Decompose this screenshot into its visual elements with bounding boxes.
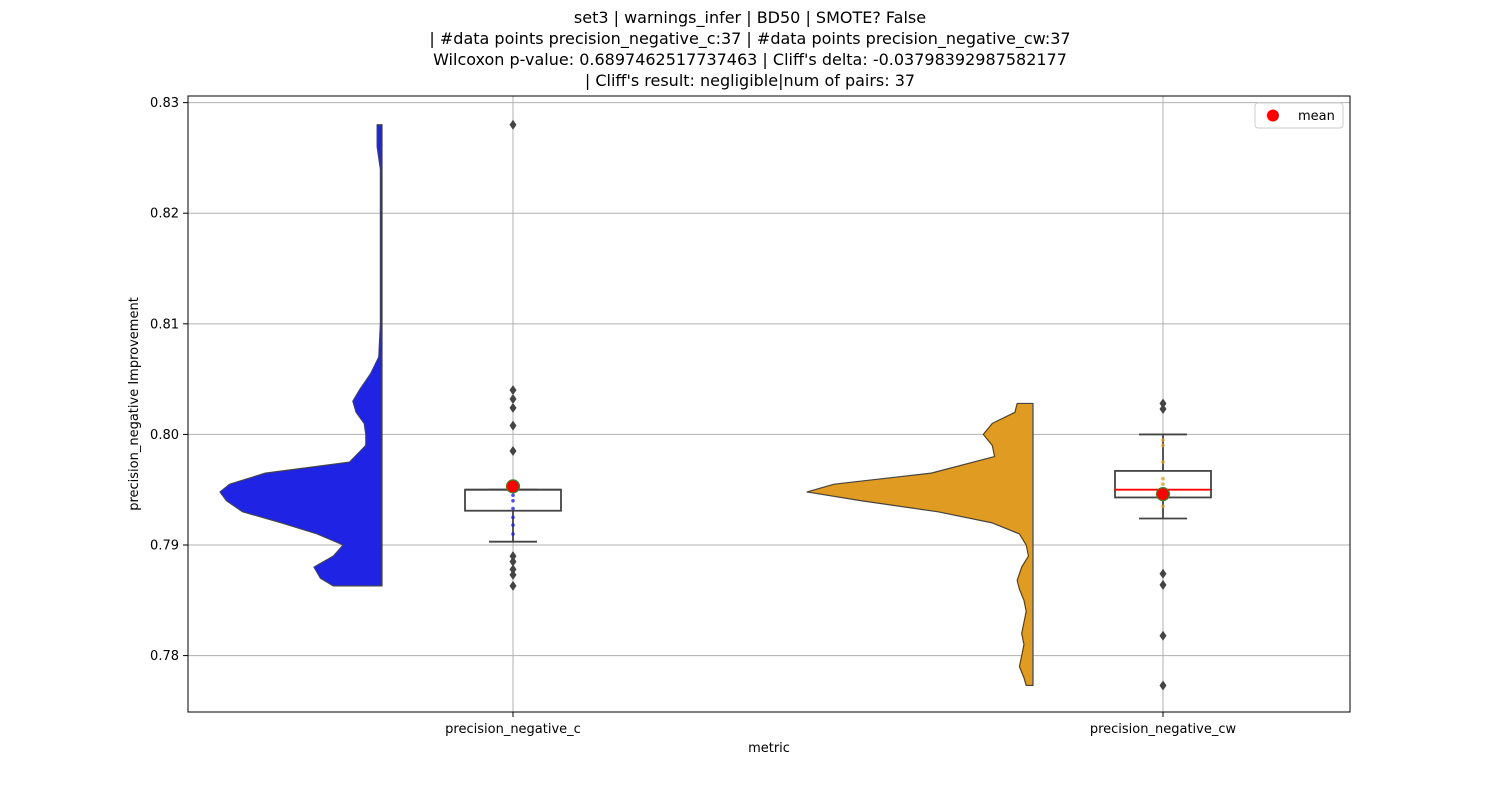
legend: mean xyxy=(1254,102,1344,129)
y-axis-label: precision_negative Improvement xyxy=(127,297,142,511)
outlier-marker xyxy=(509,420,517,431)
outlier-marker xyxy=(1159,579,1167,590)
outlier-marker xyxy=(509,402,517,413)
data-point xyxy=(511,515,515,520)
y-tick-label: 0.80 xyxy=(150,428,179,443)
data-point xyxy=(1161,476,1165,481)
mean-marker xyxy=(505,479,521,494)
legend-mean-marker xyxy=(1267,109,1279,122)
y-tick-label: 0.83 xyxy=(150,96,179,111)
violin-precision_negative_c xyxy=(219,124,383,587)
axis-layer: 0.78 0.79 0.80 0.81 0.82 0.83 precision_negati… xyxy=(150,96,1236,737)
data-point xyxy=(511,498,515,503)
outlier-marker xyxy=(509,385,517,396)
outlier-marker xyxy=(1159,403,1167,414)
legend-box xyxy=(1254,102,1344,129)
chart-title-line-3: Wilcoxon p-value: 0.6897462517737463 | C… xyxy=(433,50,1067,69)
outlier-marker xyxy=(509,394,517,405)
y-tick-label: 0.78 xyxy=(150,649,179,664)
outlier-marker xyxy=(509,446,517,457)
legend-mean-label: mean xyxy=(1298,109,1335,124)
outlier-marker xyxy=(1159,680,1167,691)
outlier-marker xyxy=(509,580,517,591)
data-point xyxy=(1161,438,1165,442)
data-point xyxy=(511,523,515,527)
outlier-marker xyxy=(509,551,517,562)
violin-layer xyxy=(219,124,1034,687)
data-point xyxy=(1161,504,1165,509)
mean-marker xyxy=(1155,487,1171,502)
outlier-marker xyxy=(509,564,517,575)
data-point xyxy=(511,532,515,536)
y-tick-label: 0.81 xyxy=(150,317,179,332)
data-point xyxy=(1161,460,1165,464)
y-tick-label: 0.79 xyxy=(150,539,179,554)
chart-title-line-4: | Cliff's result: negligible|num of pair… xyxy=(584,71,916,90)
outlier-marker xyxy=(1159,568,1167,579)
outlier-layer xyxy=(505,119,1171,691)
outlier-marker xyxy=(509,119,517,130)
outlier-marker xyxy=(1159,630,1167,641)
outlier-marker xyxy=(509,556,517,567)
data-point xyxy=(511,506,515,511)
y-tick-label: 0.82 xyxy=(150,207,179,222)
violin-precision_negative_cw xyxy=(806,402,1034,687)
outlier-marker xyxy=(509,569,517,580)
x-axis-label: metric xyxy=(748,741,790,756)
x-tick-label: precision_negative_c xyxy=(445,722,581,737)
chart-title-line-1: set3 | warnings_infer | BD50 | SMOTE? Fa… xyxy=(573,8,927,27)
x-tick-label: precision_negative_cw xyxy=(1090,722,1237,737)
chart-title-line-2: | #data points precision_negative_c:37 |… xyxy=(429,29,1071,48)
plot-frame xyxy=(187,95,1351,713)
outlier-marker xyxy=(1159,398,1167,409)
data-point xyxy=(511,493,515,498)
data-point xyxy=(1161,482,1165,486)
data-point xyxy=(1161,443,1165,448)
